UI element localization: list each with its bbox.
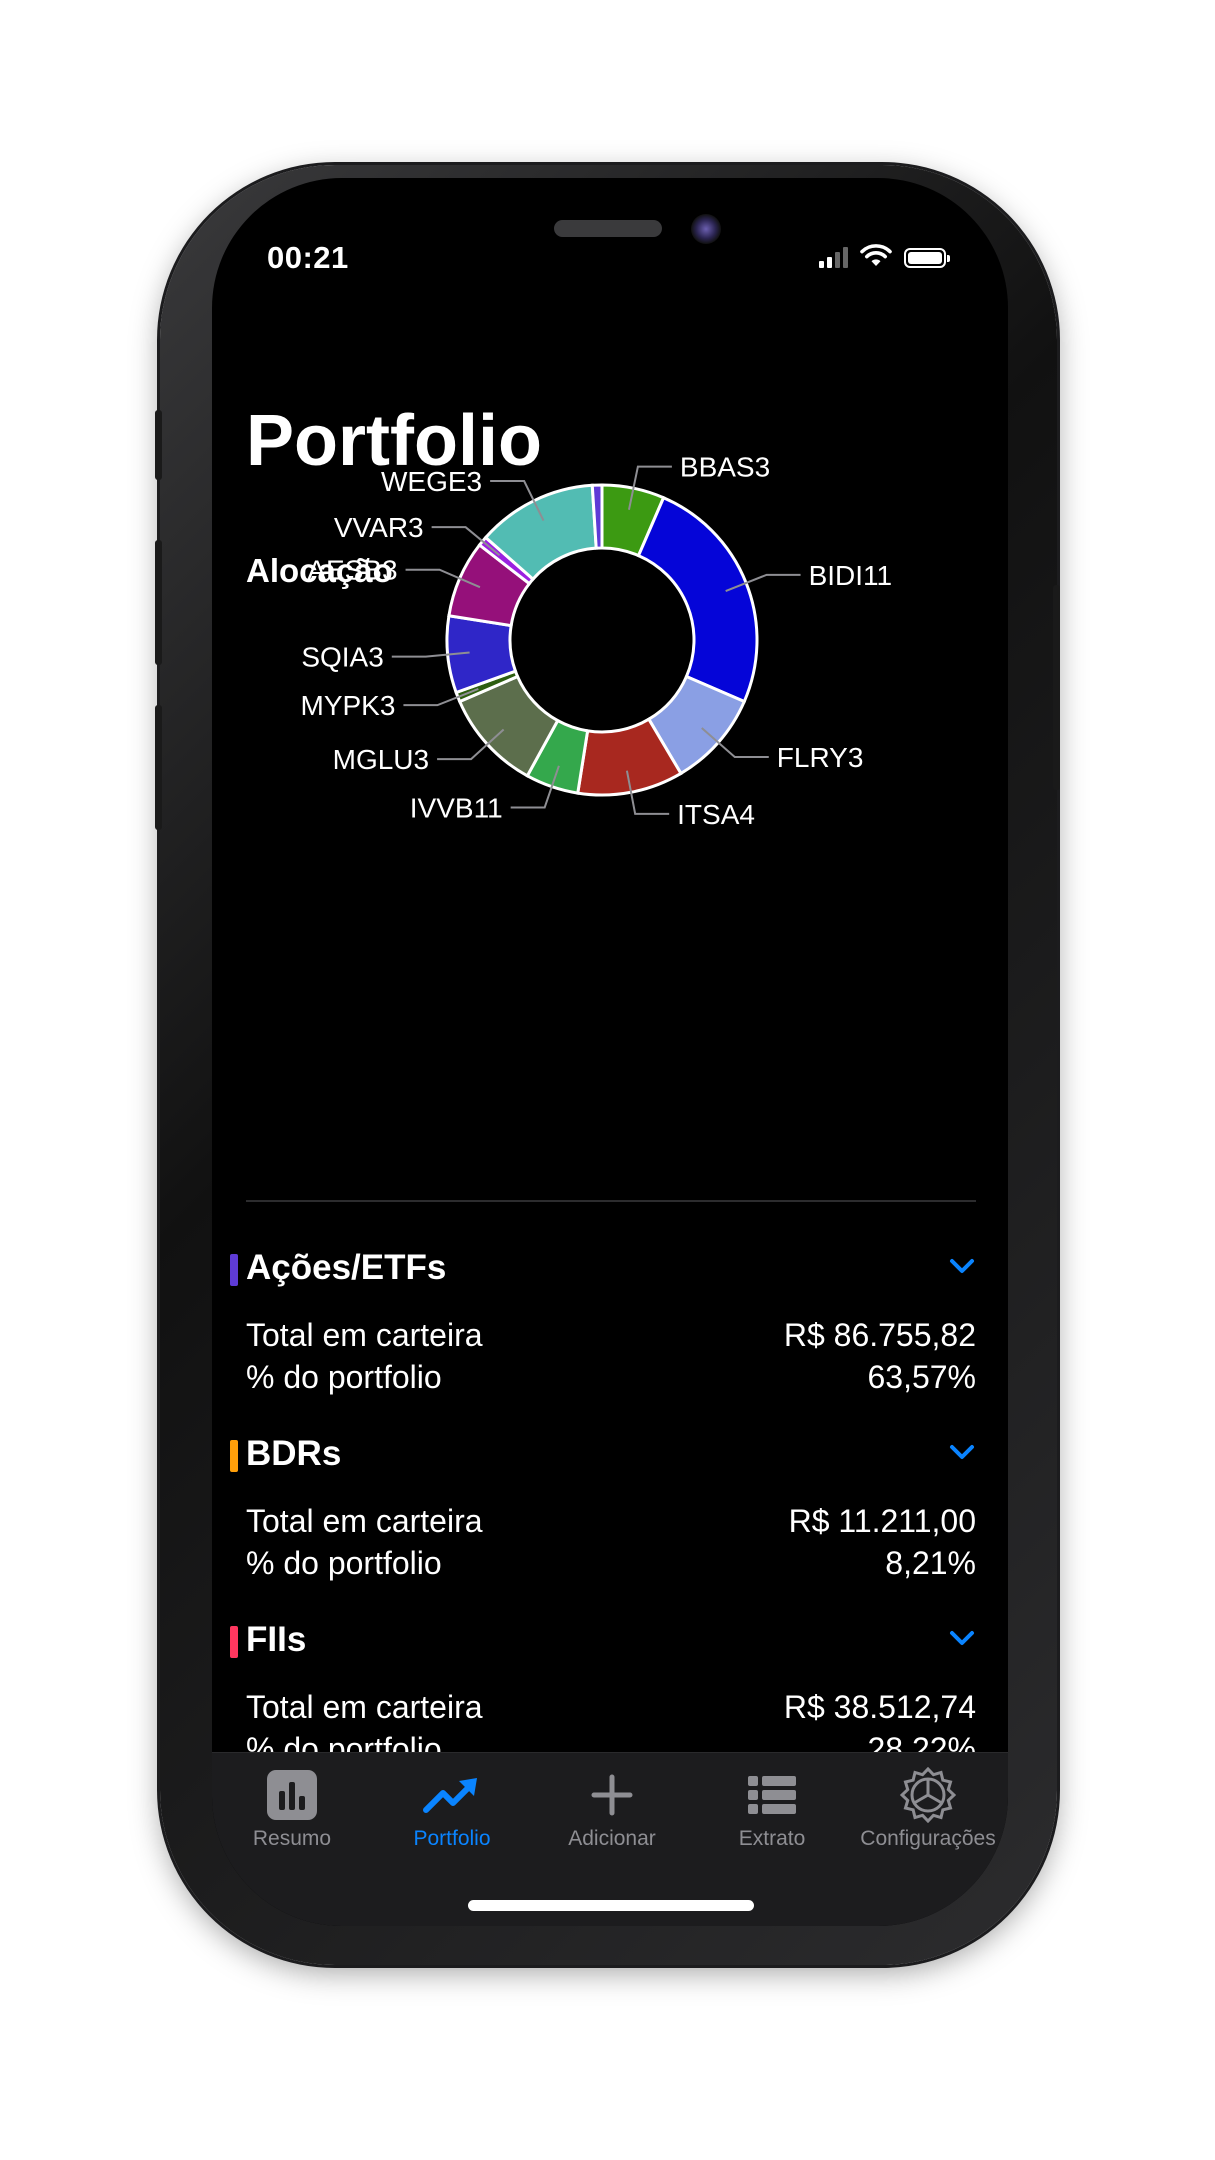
total-label: Total em carteira xyxy=(246,1689,483,1725)
tab-adicionar[interactable]: Adicionar xyxy=(532,1767,692,1851)
slice-leader-line xyxy=(391,651,470,658)
category-name: Ações/ETFs xyxy=(246,1248,447,1287)
status-icons xyxy=(819,244,950,268)
total-value: R$ 86.755,82 xyxy=(783,1317,976,1353)
percent-label: % do portfolio xyxy=(246,1545,442,1581)
power-button xyxy=(1053,585,1060,790)
slice-leader-line xyxy=(490,480,545,522)
slice-leader-line xyxy=(701,727,769,759)
tab-label: Resumo xyxy=(252,1827,332,1850)
percent-value: 8,21% xyxy=(885,1545,976,1581)
total-row: Total em carteira R$ 86.755,82 xyxy=(246,1314,976,1356)
slice-leader-line xyxy=(627,465,672,510)
section-divider xyxy=(246,1200,976,1202)
category-color-bar xyxy=(230,1626,238,1658)
tab-label: Adicionar xyxy=(568,1827,656,1850)
wifi-icon xyxy=(860,244,892,266)
gear-icon xyxy=(900,1767,956,1823)
slice-label: SQIA3 xyxy=(301,642,383,673)
slice-label: MGLU3 xyxy=(333,744,429,775)
slice-label: BIDI11 xyxy=(809,560,893,591)
slice-label: MYPK3 xyxy=(300,690,395,721)
slice-leader-line xyxy=(405,568,481,589)
category-fiis: FIIs Total em carteira R$ 38.512,74 % do… xyxy=(230,1620,976,1770)
slice-leader-line xyxy=(725,573,801,592)
category-bdrs: BDRs Total em carteira R$ 11.211,00 % do… xyxy=(230,1434,976,1584)
tab-label: Configurações xyxy=(860,1827,996,1850)
tab-resumo[interactable]: Resumo xyxy=(212,1767,372,1851)
slice-label: BBAS3 xyxy=(680,452,770,483)
app-screen: 00:21 Portfolio Alocação BBAS3 BIDI11 FLRY… xyxy=(212,178,1008,1926)
slice-leader-line xyxy=(431,526,501,556)
earpiece-speaker xyxy=(554,220,662,237)
tab-configuracoes[interactable]: Configurações xyxy=(848,1767,1008,1851)
chevron-down-icon[interactable] xyxy=(948,1256,976,1276)
home-indicator[interactable] xyxy=(468,1900,754,1911)
slice-leader-line xyxy=(510,765,560,809)
percent-row: % do portfolio 63,57% xyxy=(246,1356,976,1398)
allocation-section-title: Alocação xyxy=(246,552,393,589)
page-title: Portfolio xyxy=(246,401,542,481)
percent-value: 63,57% xyxy=(867,1359,976,1395)
donut-slice-unlabeled[interactable] xyxy=(590,483,604,550)
battery-icon xyxy=(904,248,950,268)
tab-portfolio[interactable]: Portfolio xyxy=(372,1767,532,1851)
category-header[interactable]: FIIs xyxy=(230,1620,976,1666)
category-name: BDRs xyxy=(246,1434,342,1473)
tab-label: Portfolio xyxy=(413,1827,491,1850)
list-icon xyxy=(748,1776,796,1814)
donut-slice-bidi11[interactable] xyxy=(636,495,759,704)
volume-down-button xyxy=(155,705,162,830)
total-label: Total em carteira xyxy=(246,1503,483,1539)
category-acoes-etfs: Ações/ETFs Total em carteira R$ 86.755,8… xyxy=(230,1248,976,1398)
volume-up-button xyxy=(155,540,162,665)
category-color-bar xyxy=(230,1254,238,1286)
mute-switch xyxy=(155,410,162,480)
plus-icon xyxy=(591,1774,633,1816)
category-header[interactable]: Ações/ETFs xyxy=(230,1248,976,1294)
slice-label: ITSA4 xyxy=(677,799,755,830)
front-camera xyxy=(691,214,721,244)
trending-up-icon xyxy=(423,1778,477,1813)
slice-label: VVAR3 xyxy=(334,512,424,543)
slice-leader-line xyxy=(437,728,505,761)
tab-label: Extrato xyxy=(738,1827,806,1850)
total-label: Total em carteira xyxy=(246,1317,483,1353)
slice-leader-line xyxy=(403,688,479,707)
percent-label: % do portfolio xyxy=(246,1359,442,1395)
chevron-down-icon[interactable] xyxy=(948,1442,976,1462)
category-name: FIIs xyxy=(246,1620,307,1659)
chevron-down-icon[interactable] xyxy=(948,1628,976,1648)
total-value: R$ 11.211,00 xyxy=(788,1503,976,1539)
allocation-donut-chart: BBAS3 BIDI11 FLRY3 ITSA4 IVVB11 MGLU3 MYPK3 SQI… xyxy=(300,452,893,830)
slice-label: AESB3 xyxy=(307,555,397,586)
tab-bar: Resumo Portfolio Adicionar xyxy=(212,1752,1008,1926)
tab-extrato[interactable]: Extrato xyxy=(692,1767,852,1851)
bar-chart-icon xyxy=(267,1770,317,1820)
category-color-bar xyxy=(230,1440,238,1472)
slice-leader-line xyxy=(625,770,670,815)
percent-row: % do portfolio 8,21% xyxy=(246,1542,976,1584)
status-time: 00:21 xyxy=(267,240,349,275)
slice-label: FLRY3 xyxy=(777,742,864,773)
slice-label: WEGE3 xyxy=(381,466,482,497)
total-value: R$ 38.512,74 xyxy=(783,1689,976,1725)
total-row: Total em carteira R$ 38.512,74 xyxy=(246,1686,976,1728)
cellular-signal-icon xyxy=(819,246,848,268)
total-row: Total em carteira R$ 11.211,00 xyxy=(246,1500,976,1542)
slice-label: IVVB11 xyxy=(410,792,503,823)
category-header[interactable]: BDRs xyxy=(230,1434,976,1480)
